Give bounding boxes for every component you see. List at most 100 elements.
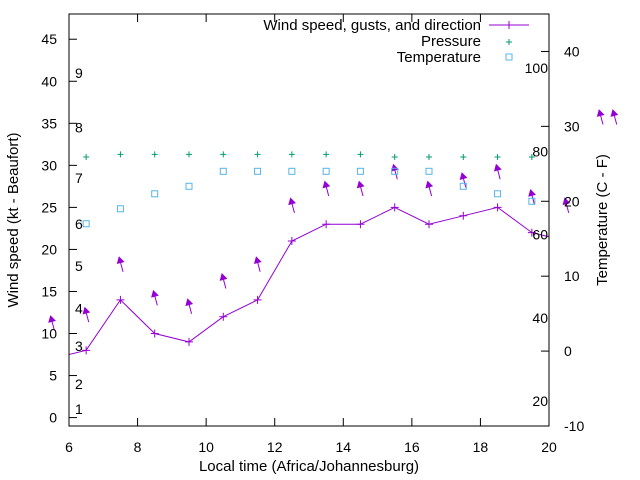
wind-speed-point-11: [425, 220, 433, 229]
temperature-point-0: [82, 220, 90, 228]
legend-label-wind: Wind speed, gusts, and direction: [263, 17, 481, 34]
pressure-point-11: [460, 153, 467, 160]
gust-arrow-2: [116, 256, 125, 272]
gust-arrow-17: [610, 109, 619, 125]
legend-label-pressure: Pressure: [421, 33, 481, 50]
pressure-point-13: [528, 153, 535, 160]
wind-speed-point-2: [116, 295, 125, 304]
gust-arrow-1: [82, 306, 91, 323]
temperature-point-13: [528, 197, 536, 205]
gust-arrow-head-0: [48, 315, 56, 323]
pressure-point-7: [323, 151, 330, 158]
beaufort-label-4: 5: [75, 258, 83, 274]
fahrenheit-label-0: 20: [532, 393, 548, 409]
legend: Wind speed, gusts, and direction Pressur…: [263, 17, 529, 66]
x-tick-label-1: 8: [134, 439, 142, 455]
x-axis-label: Local time (Africa/Johannesburg): [199, 458, 419, 475]
gust-arrow-6: [253, 256, 262, 272]
y-axis-label: Wind speed (kt - Beaufort): [5, 132, 22, 307]
gust-arrow-3: [151, 289, 159, 306]
legend-sample-wind-marker: [505, 21, 513, 29]
pressure-point-4: [220, 151, 227, 158]
temperature-point-7: [322, 167, 330, 175]
gust-arrow-11: [425, 180, 434, 197]
gust-arrow-10: [391, 163, 399, 180]
x-tick-label-6: 18: [473, 439, 489, 455]
pressure-point-10: [426, 153, 432, 160]
temperature-point-2: [151, 190, 159, 198]
pressure-point-8: [357, 151, 364, 158]
temperature-point-10: [425, 167, 433, 175]
y-tick-label-9: 45: [41, 31, 57, 47]
beaufort-label-6: 7: [75, 170, 83, 186]
gust-arrow-head-1: [82, 306, 91, 315]
y-tick-label-5: 25: [41, 199, 57, 215]
legend-label-temperature: Temperature: [397, 49, 481, 66]
temperature-point-11: [459, 182, 467, 190]
tick-marks: [68, 14, 550, 427]
temperature-point-4: [219, 167, 227, 175]
pressure-point-0: [83, 153, 90, 160]
temperature-point-8: [356, 167, 364, 175]
gust-arrow-14: [528, 188, 536, 205]
fahrenheit-label-4: 100: [525, 60, 549, 76]
gust-arrow-8: [322, 180, 331, 197]
y-tick-label-1: 5: [49, 368, 57, 384]
y-tick-label-6: 30: [41, 157, 57, 173]
wind-speed-point-1: [82, 346, 91, 355]
pressure-point-5: [254, 151, 261, 158]
wind-speed-point-10: [390, 203, 399, 212]
x-tick-label-3: 12: [267, 439, 283, 455]
gust-arrow-head-9: [356, 180, 365, 189]
y2-tick-label-3: 20: [564, 193, 580, 209]
pressure-point-9: [391, 153, 398, 160]
pressure-point-2: [151, 151, 158, 158]
y2-tick-label-4: 30: [564, 118, 580, 134]
fahrenheit-label-3: 80: [532, 143, 548, 159]
wind-speed-point-13: [493, 203, 502, 212]
gust-arrow-head-15: [562, 197, 571, 206]
tick-labels: 6 8 10 12 14 16 18 20051015202530354045-1001020…: [41, 31, 584, 455]
y-tick-label-2: 10: [41, 326, 57, 342]
temperature-point-3: [185, 182, 193, 190]
gust-arrow-12: [459, 172, 468, 188]
temperature-point-5: [254, 167, 262, 175]
pressure-point-12: [494, 153, 501, 160]
wind-speed-point-14: [527, 228, 536, 237]
x-tick-label-0: 6: [65, 439, 73, 455]
wind-speed-point-9: [356, 220, 365, 229]
y-tick-label-7: 35: [41, 115, 57, 131]
gust-arrow-5: [219, 273, 228, 289]
wind-speed-point-6: [253, 295, 262, 304]
fahrenheit-label-1: 40: [532, 310, 548, 326]
plot-series: [48, 109, 619, 356]
gust-arrow-9: [356, 180, 365, 197]
x-tick-label-7: 20: [541, 439, 557, 455]
y2-tick-label-1: 0: [564, 343, 572, 359]
wind-speed-point-5: [219, 312, 228, 321]
beaufort-label-5: 6: [75, 216, 83, 232]
y2-tick-label-2: 10: [564, 268, 580, 284]
temperature-point-12: [494, 190, 502, 198]
y2-tick-label-5: 40: [564, 43, 580, 59]
pressure-point-6: [288, 151, 295, 158]
fahrenheit-label-2: 60: [532, 227, 548, 243]
gust-arrow-head-14: [528, 188, 536, 197]
y-tick-label-4: 20: [41, 241, 57, 257]
gust-arrow-head-12: [459, 172, 468, 180]
wind-speed-point-4: [185, 337, 193, 346]
legend-sample-temperature: [505, 53, 513, 61]
wind-speed-point-8: [322, 220, 331, 229]
x-tick-label-4: 14: [335, 439, 351, 455]
beaufort-label-8: 9: [75, 65, 83, 81]
gust-arrow-head-13: [493, 163, 502, 172]
beaufort-label-7: 8: [75, 120, 83, 136]
gust-arrow-head-8: [322, 180, 331, 189]
gust-arrow-head-5: [219, 273, 228, 281]
temperature-point-9: [391, 167, 399, 175]
gust-arrow-15: [562, 197, 571, 213]
beaufort-label-2: 3: [75, 338, 83, 354]
gust-arrow-head-3: [151, 289, 159, 298]
gust-arrow-13: [493, 163, 502, 180]
